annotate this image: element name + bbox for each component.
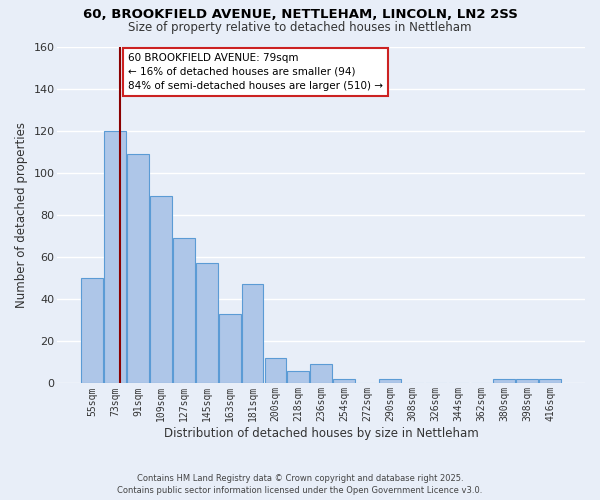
Bar xyxy=(173,238,195,384)
X-axis label: Distribution of detached houses by size in Nettleham: Distribution of detached houses by size … xyxy=(164,427,479,440)
Y-axis label: Number of detached properties: Number of detached properties xyxy=(15,122,28,308)
Bar xyxy=(127,154,149,384)
Bar xyxy=(196,264,218,384)
Bar xyxy=(150,196,172,384)
Bar xyxy=(242,284,263,384)
Text: 60, BROOKFIELD AVENUE, NETTLEHAM, LINCOLN, LN2 2SS: 60, BROOKFIELD AVENUE, NETTLEHAM, LINCOL… xyxy=(83,8,517,20)
Text: Contains HM Land Registry data © Crown copyright and database right 2025.
Contai: Contains HM Land Registry data © Crown c… xyxy=(118,474,482,495)
Bar xyxy=(379,379,401,384)
Text: Size of property relative to detached houses in Nettleham: Size of property relative to detached ho… xyxy=(128,21,472,34)
Bar xyxy=(82,278,103,384)
Bar xyxy=(104,130,126,384)
Bar xyxy=(539,379,561,384)
Bar xyxy=(219,314,241,384)
Bar xyxy=(310,364,332,384)
Bar xyxy=(333,379,355,384)
Text: 60 BROOKFIELD AVENUE: 79sqm
← 16% of detached houses are smaller (94)
84% of sem: 60 BROOKFIELD AVENUE: 79sqm ← 16% of det… xyxy=(128,53,383,91)
Bar xyxy=(265,358,286,384)
Bar xyxy=(493,379,515,384)
Bar xyxy=(517,379,538,384)
Bar xyxy=(287,371,309,384)
